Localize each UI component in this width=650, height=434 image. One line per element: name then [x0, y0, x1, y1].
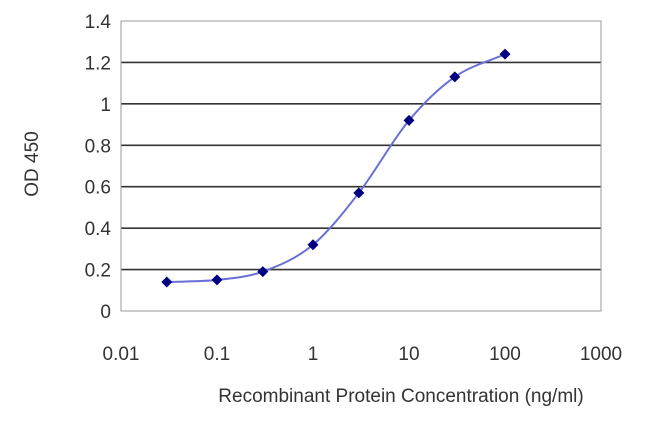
x-tick-label: 0.01: [103, 344, 140, 365]
y-axis-ticks: 0 0.2 0.4 0.6 0.8 1 1.2 1.4: [85, 12, 112, 323]
x-axis-ticks: 0.01 0.1 1 10 100 1000: [103, 344, 623, 365]
y-tick-label: 0.4: [85, 219, 112, 240]
data-point: [449, 71, 461, 83]
x-tick-label: 1000: [580, 344, 622, 365]
data-point: [403, 114, 415, 126]
plot-frame: [120, 20, 602, 312]
y-tick-label: 0: [100, 302, 111, 323]
data-point: [499, 48, 511, 60]
y-tick-label: 0.8: [85, 136, 111, 157]
data-point: [353, 187, 365, 199]
y-tick-label: 1.4: [85, 12, 112, 33]
fit-curve: [166, 53, 506, 283]
data-point: [307, 239, 319, 251]
gridlines: [121, 61, 601, 271]
y-axis-title: OD 450: [22, 131, 43, 196]
x-axis-title: Recombinant Protein Concentration (ng/ml…: [218, 386, 583, 407]
y-tick-label: 0.2: [85, 261, 111, 282]
data-point: [257, 266, 269, 278]
data-point: [161, 276, 173, 288]
data-point: [211, 274, 223, 286]
data-points: [161, 48, 511, 288]
y-tick-label: 1: [100, 95, 111, 116]
y-tick-label: 1.2: [85, 53, 111, 74]
y-tick-label: 0.6: [85, 178, 111, 199]
x-tick-label: 0.1: [204, 344, 230, 365]
x-tick-label: 1: [308, 344, 319, 365]
x-tick-label: 10: [398, 344, 419, 365]
x-tick-label: 100: [489, 344, 521, 365]
